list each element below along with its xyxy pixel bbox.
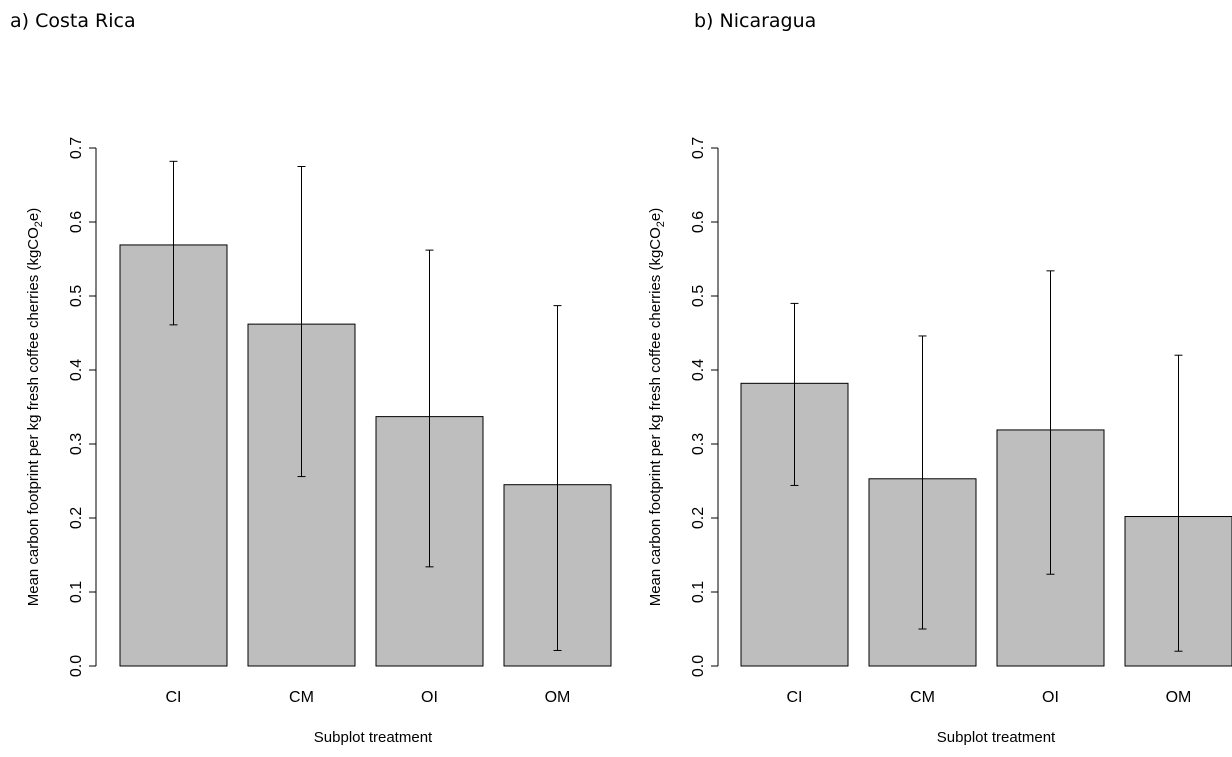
y-axis-label-subscript: 2 <box>655 221 667 227</box>
y-axis-label-main: Mean carbon footprint per kg fresh coffe… <box>25 227 42 606</box>
y-tick-label: 0.5 <box>690 285 707 307</box>
category-label: OI <box>421 689 438 706</box>
x-axis-label: Subplot treatment <box>937 729 1056 746</box>
y-tick-label: 0.4 <box>68 359 85 381</box>
y-tick-label: 0.7 <box>690 137 707 159</box>
y-tick-label: 0.1 <box>68 581 85 603</box>
y-tick-label: 0.0 <box>68 655 85 677</box>
y-axis-label-tail: e) <box>647 208 664 221</box>
category-label: CM <box>289 689 314 706</box>
category-label: CI <box>787 689 803 706</box>
y-tick-label: 0.6 <box>690 211 707 233</box>
y-axis-label-tail: e) <box>25 208 42 221</box>
y-tick-label: 0.3 <box>68 433 85 455</box>
y-tick-label: 0.2 <box>690 507 707 529</box>
y-tick-label: 0.2 <box>68 507 85 529</box>
y-axis-label-main: Mean carbon footprint per kg fresh coffe… <box>647 227 664 606</box>
y-axis-label-subscript: 2 <box>33 221 45 227</box>
panel-a-title: a) Costa Rica <box>10 10 136 32</box>
category-label: CI <box>166 689 182 706</box>
y-tick-label: 0.4 <box>690 359 707 381</box>
category-label: CM <box>910 689 935 706</box>
y-tick-label: 0.0 <box>690 655 707 677</box>
y-tick-label: 0.3 <box>690 433 707 455</box>
x-axis-label: Subplot treatment <box>314 729 433 746</box>
category-label: OM <box>1166 689 1192 706</box>
y-axis-label: Mean carbon footprint per kg fresh coffe… <box>647 208 667 607</box>
y-axis-label: Mean carbon footprint per kg fresh coffe… <box>25 208 45 607</box>
nicaragua-chart: 0.0 0.1 0.2 0.3 0.4 0.5 0.6 0.7 Mean carbon foot… <box>647 137 1232 746</box>
costa-rica-chart: 0.0 0.1 0.2 0.3 0.4 0.5 0.6 0.7 Mean carbon foot… <box>25 137 612 746</box>
y-tick-label: 0.6 <box>68 211 85 233</box>
category-label: OI <box>1042 689 1059 706</box>
y-tick-label: 0.5 <box>68 285 85 307</box>
category-label: OM <box>545 689 571 706</box>
y-tick-label: 0.7 <box>68 137 85 159</box>
y-tick-label: 0.1 <box>690 581 707 603</box>
panel-b-title: b) Nicaragua <box>694 10 817 32</box>
